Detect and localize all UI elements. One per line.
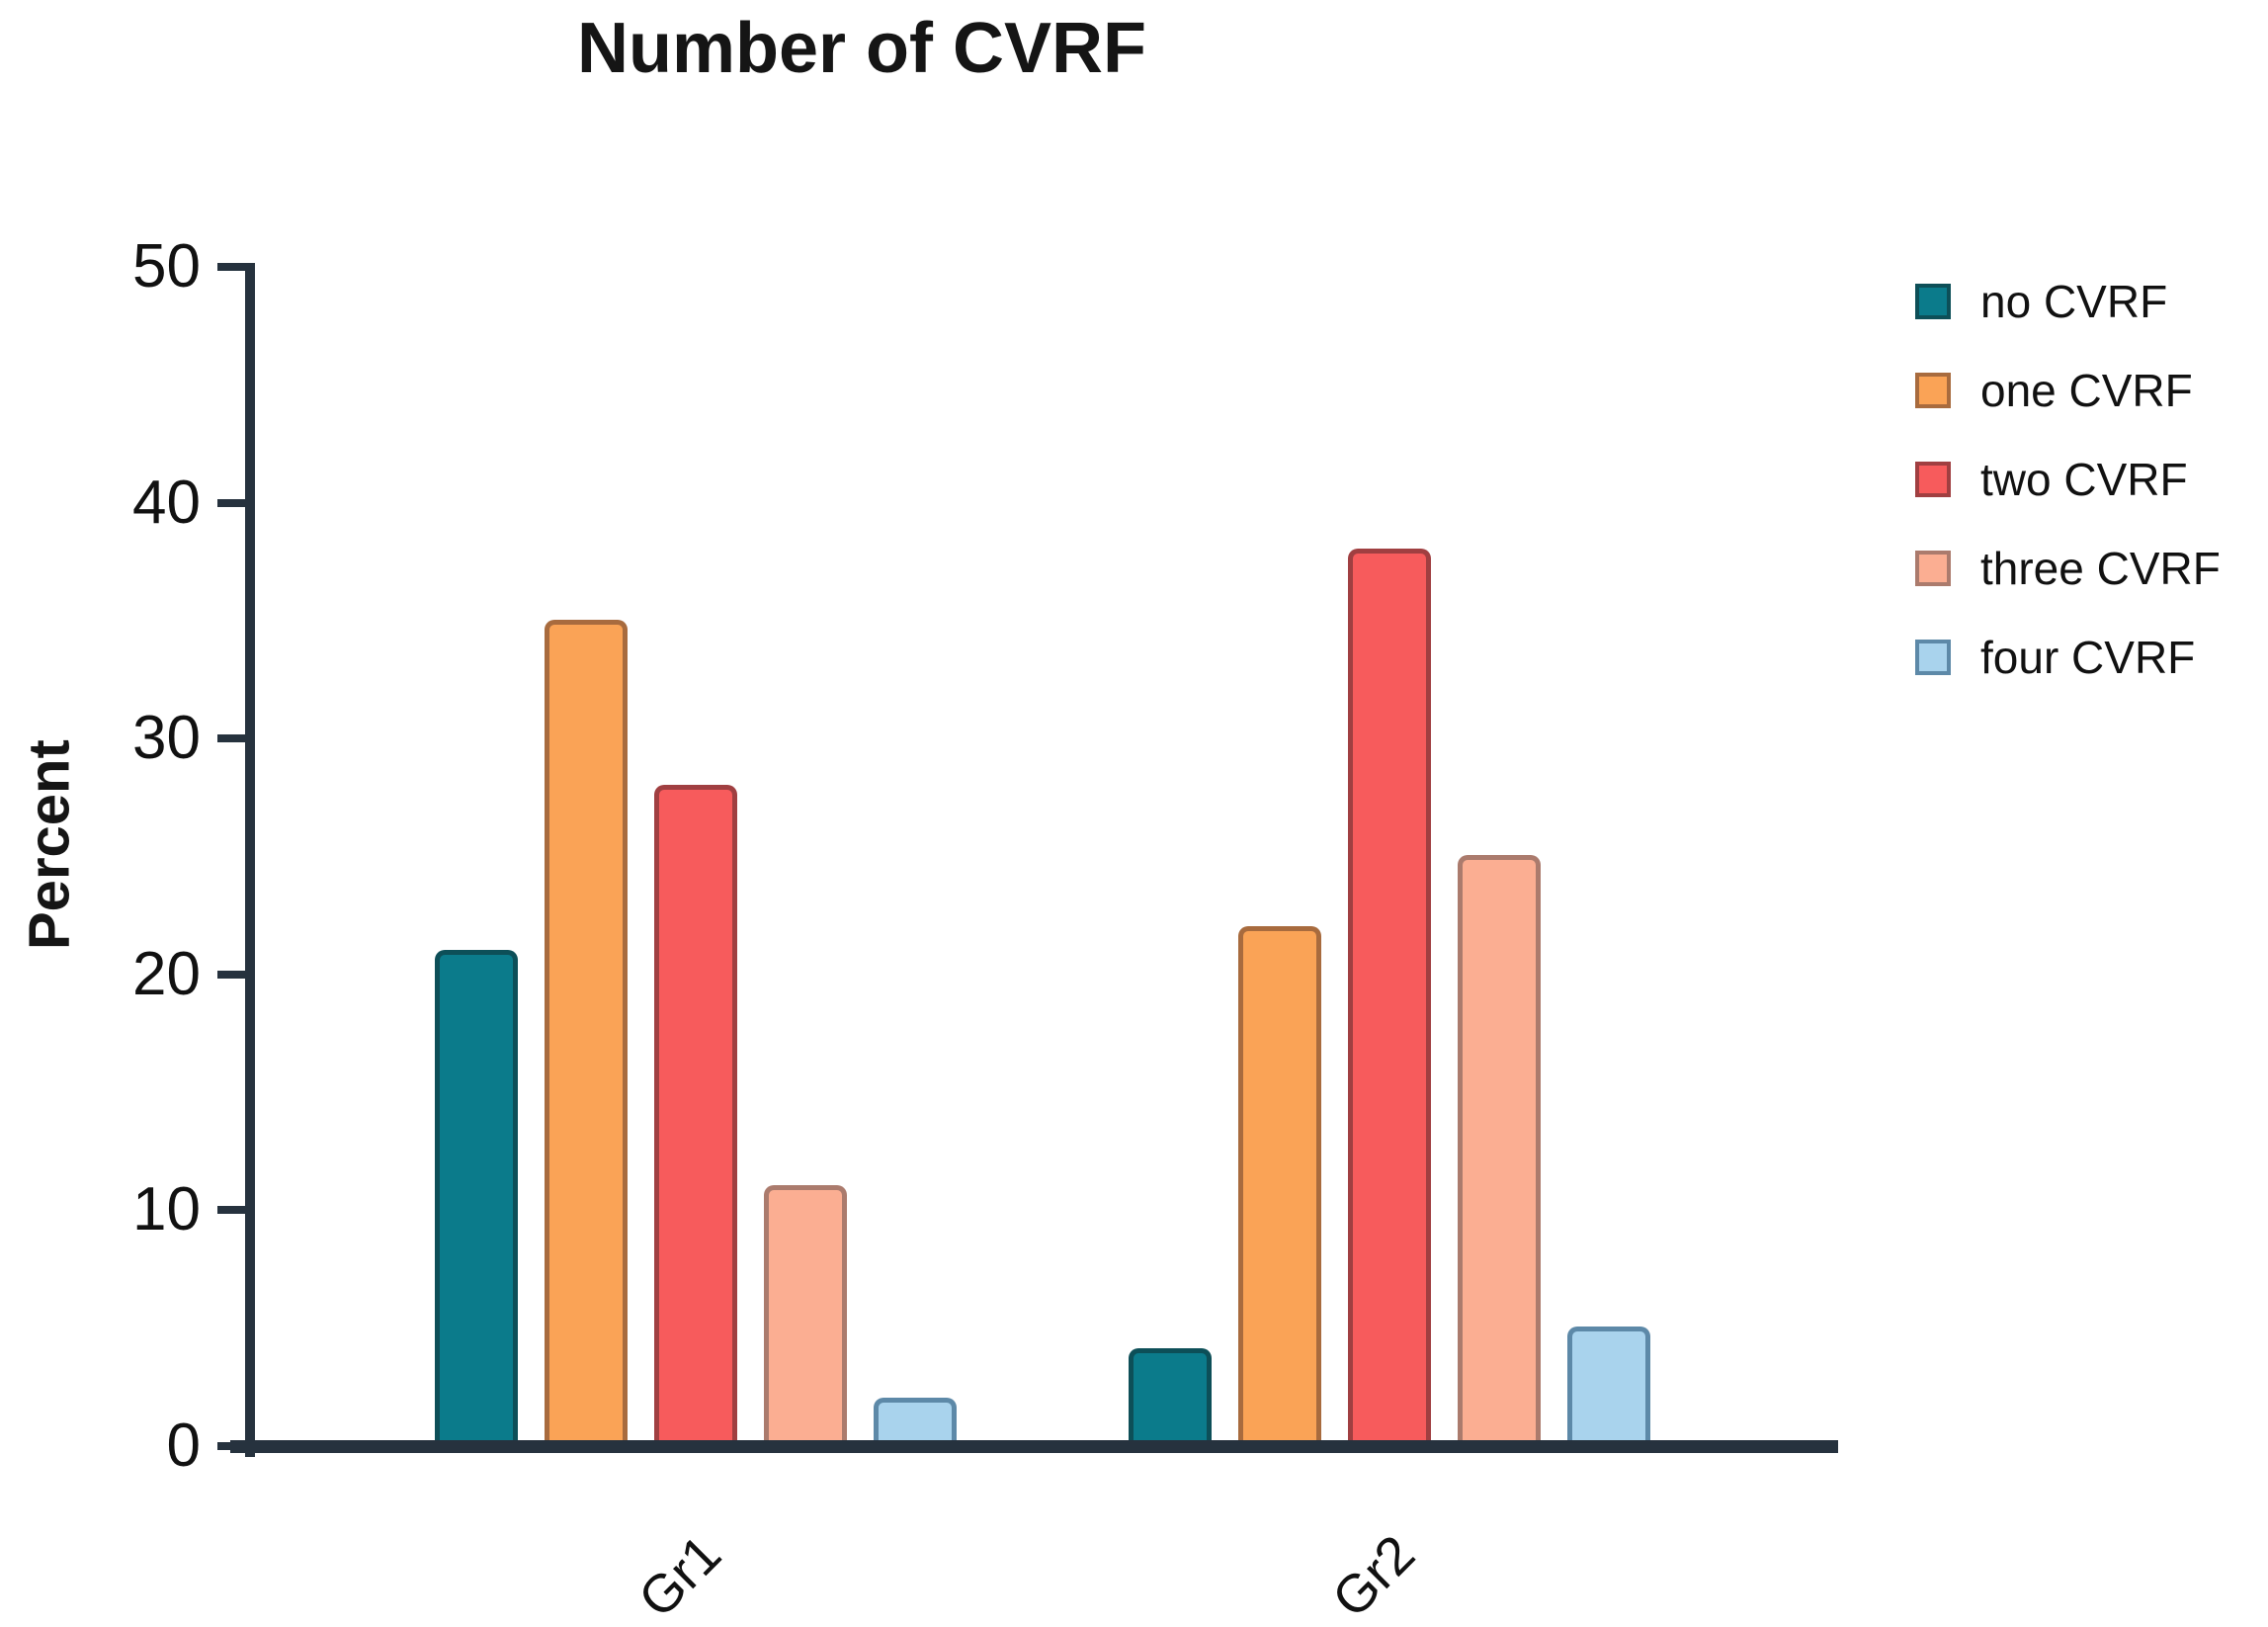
x-tick-label: Gr1: [627, 1523, 733, 1627]
y-tick: [217, 263, 245, 271]
legend-label: no CVRF: [1980, 276, 2168, 327]
legend-swatch-icon: [1915, 462, 1951, 497]
bar: [1129, 1348, 1212, 1440]
y-tick-label: 40: [132, 468, 201, 537]
bar: [1348, 549, 1431, 1440]
y-axis-line: [245, 263, 255, 1457]
y-tick: [217, 1442, 245, 1450]
legend-item: one CVRF: [1915, 368, 2221, 413]
bar: [874, 1398, 957, 1440]
legend-item: no CVRF: [1915, 279, 2221, 324]
y-tick-label: 50: [132, 232, 201, 300]
y-tick: [217, 734, 245, 743]
bar: [1458, 855, 1541, 1440]
legend-item: three CVRF: [1915, 546, 2221, 591]
bar: [1567, 1327, 1650, 1440]
y-tick: [217, 1206, 245, 1215]
bar: [764, 1185, 847, 1440]
chart-title: Number of CVRF: [577, 9, 1146, 88]
legend-label: one CVRF: [1980, 365, 2193, 416]
legend-item: four CVRF: [1915, 635, 2221, 680]
x-axis-line: [230, 1440, 1838, 1453]
y-tick: [217, 498, 245, 507]
bar: [435, 950, 518, 1440]
bar: [545, 620, 628, 1440]
legend-swatch-icon: [1915, 373, 1951, 408]
y-tick: [217, 970, 245, 979]
bar: [1238, 926, 1321, 1440]
legend-swatch-icon: [1915, 551, 1951, 586]
legend: no CVRF one CVRF two CVRF three CVRF four CV…: [1915, 279, 2221, 724]
y-tick-label: 30: [132, 704, 201, 773]
legend-label: four CVRF: [1980, 632, 2196, 683]
legend-item: two CVRF: [1915, 457, 2221, 502]
bar: [654, 785, 737, 1440]
legend-swatch-icon: [1915, 284, 1951, 319]
y-tick-label: 10: [132, 1175, 201, 1244]
y-tick-label: 20: [132, 939, 201, 1008]
x-tick-label: Gr2: [1320, 1523, 1427, 1627]
legend-label: three CVRF: [1980, 543, 2221, 594]
legend-label: two CVRF: [1980, 454, 2188, 505]
y-tick-label: 0: [166, 1412, 201, 1480]
plot-area: 0 10 20 30 40 50 Gr1 Gr2: [132, 233, 1838, 1627]
legend-swatch-icon: [1915, 640, 1951, 675]
